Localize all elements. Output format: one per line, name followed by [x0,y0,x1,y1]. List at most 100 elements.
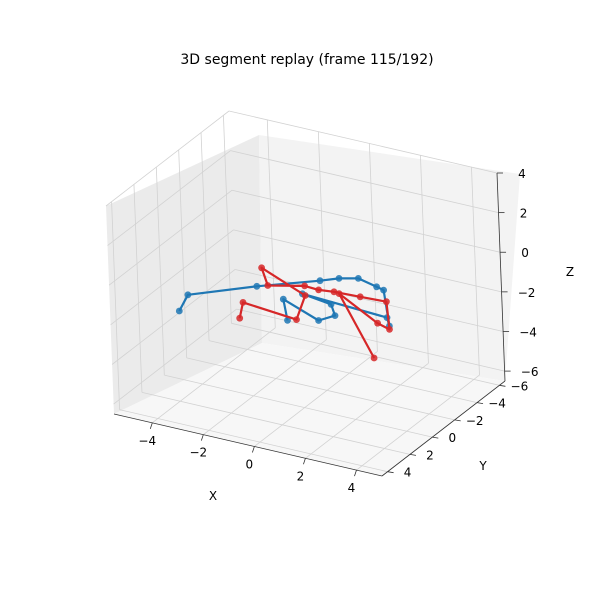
z-tick-label: 0 [521,246,529,260]
series-0-point [335,275,343,282]
z-grid-left [110,229,234,326]
series-0-point [284,316,291,324]
series-1-point [236,314,244,322]
data-series [175,264,393,362]
y-grid-floor [231,322,500,386]
x-tick-label: 4 [348,481,356,495]
z-grid-back [233,229,502,293]
y-grid-floor [119,409,388,473]
series-1-point [264,282,272,289]
z-grid-left [113,308,237,405]
x-grid-back [266,119,276,328]
z-grid-back [236,308,505,372]
x-tick-mark [200,434,204,441]
series-1-point [301,292,309,299]
y-tick-label: 2 [426,448,434,462]
x-tick-mark [149,422,153,429]
z-grid-left [111,269,236,365]
z-grid-back [228,110,498,174]
y-grid-floor [186,357,455,421]
series-1-point [383,298,390,306]
y-axis-line [381,380,506,477]
series-1-point [330,288,338,296]
y-tick-mark [432,436,439,439]
series-1-point [301,282,308,290]
series-0-point [253,282,261,290]
z-grid-left [108,189,233,286]
y-tick-mark [476,402,484,404]
y-axis-label: Y [478,459,487,473]
series-0-point [279,295,287,303]
series-1-point [356,293,364,301]
chart-title: 3D segment replay (frame 115/192) [180,52,433,68]
z-tick-label: 4 [518,167,526,181]
x-axis-label: X [209,489,217,503]
series-0-point [354,275,362,282]
z-axis-label: Z [566,265,574,279]
y-grid-floor [208,340,478,403]
x-tick-label: −4 [138,434,156,448]
series-1-point [293,316,300,323]
series-1-point [370,354,378,362]
pane-floor [114,343,505,476]
y-tick-mark [499,384,506,387]
series-0-point [380,286,387,294]
y-grid-back [111,201,120,410]
y-tick-label: −4 [488,397,506,411]
y-grid-back [178,149,188,358]
y-tick-label: 0 [448,431,456,445]
series-0-point [373,283,380,291]
y-tick-label: 4 [404,466,412,480]
series-1-point [258,264,265,272]
x-tick-label: 2 [297,469,305,483]
x-grid-back [368,143,378,352]
x-axis-line [113,413,383,477]
x-tick-label: −2 [189,446,207,460]
series-0-point [327,300,335,308]
y-tick-mark [454,419,461,422]
series-0-point [184,291,192,299]
series-0-point [331,312,339,319]
y-grid-floor [164,374,433,438]
z-grid-left [105,110,230,207]
z-grid-left [107,150,231,246]
grid-lines [105,110,505,473]
y-tick-label: −6 [511,379,529,393]
series-0-point [316,277,324,285]
x-grid-floor [305,362,429,459]
y-tick-label: −2 [466,414,484,428]
x-grid-back [420,155,429,364]
x-grid-floor [152,327,276,424]
y-grid-back [200,132,210,341]
y-tick-mark [409,454,417,456]
pane-back-y [106,135,262,414]
series-1-point [386,326,393,333]
series-1-point [315,286,322,294]
series-1-point [335,290,343,297]
x-grid-back [471,167,480,376]
x-grid-floor [356,374,480,471]
x-grid-floor [254,351,378,447]
x-grid-back [317,131,327,340]
y-tick-mark [387,471,394,474]
z-tick-label: −2 [518,286,536,300]
series-0-point [315,317,322,324]
z-axis-line [496,172,506,382]
axes [113,172,511,477]
y-grid-back [133,184,143,393]
z-tick-label: 2 [520,207,528,221]
y-grid-back [155,167,165,376]
x-tick-mark [354,469,357,477]
series-0-point [175,307,183,315]
z-tick-label: −4 [519,325,537,339]
x-tick-label: 0 [246,457,254,471]
series-1-point [374,319,381,327]
z-grid-back [230,150,499,214]
y-grid-floor [141,392,411,455]
series-1-point [239,299,247,306]
x-tick-mark [303,458,306,465]
z-grid-back [231,189,501,253]
z-tick-label: −6 [521,365,539,379]
